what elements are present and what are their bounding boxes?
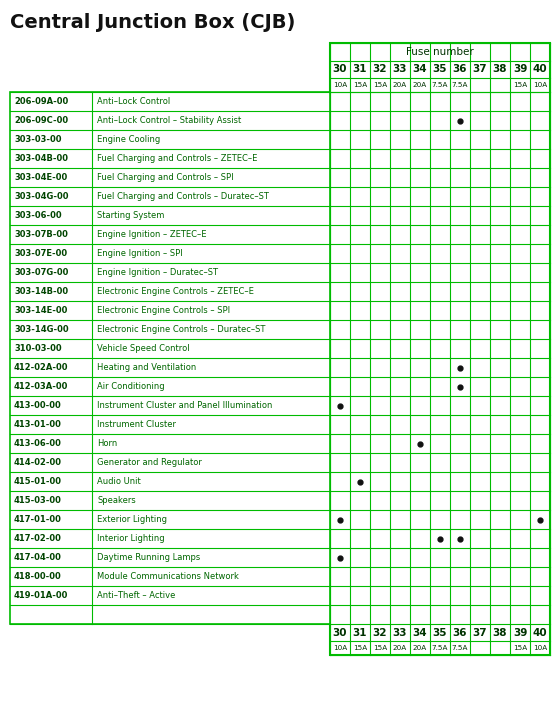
Text: 10A: 10A (333, 645, 347, 651)
Text: 31: 31 (353, 628, 367, 638)
Text: 36: 36 (452, 65, 467, 75)
Text: 33: 33 (393, 65, 407, 75)
Text: 303-14E-00: 303-14E-00 (14, 306, 67, 315)
Text: 34: 34 (413, 628, 427, 638)
Text: Instrument Cluster: Instrument Cluster (97, 420, 176, 429)
Text: Air Conditioning: Air Conditioning (97, 382, 165, 391)
Text: 20A: 20A (393, 82, 407, 88)
Text: 40: 40 (533, 628, 547, 638)
Text: 36: 36 (452, 628, 467, 638)
Text: Engine Ignition – Duratec–ST: Engine Ignition – Duratec–ST (97, 268, 218, 277)
Text: 15A: 15A (353, 645, 367, 651)
Text: 303-04E-00: 303-04E-00 (14, 173, 67, 182)
Text: 15A: 15A (373, 645, 387, 651)
Text: 310-03-00: 310-03-00 (14, 344, 62, 353)
Text: Generator and Regulator: Generator and Regulator (97, 458, 202, 467)
Text: 7.5A: 7.5A (452, 645, 468, 651)
Text: 15A: 15A (513, 645, 527, 651)
Text: Anti–Theft – Active: Anti–Theft – Active (97, 591, 175, 600)
Text: 32: 32 (373, 628, 388, 638)
Text: 10A: 10A (533, 645, 547, 651)
Text: Audio Unit: Audio Unit (97, 477, 141, 486)
Text: 20A: 20A (413, 82, 427, 88)
Text: Fuel Charging and Controls – SPI: Fuel Charging and Controls – SPI (97, 173, 234, 182)
Text: Module Communications Network: Module Communications Network (97, 572, 239, 581)
Text: Electronic Engine Controls – SPI: Electronic Engine Controls – SPI (97, 306, 230, 315)
Text: Fuse number: Fuse number (406, 47, 474, 57)
Text: Fuel Charging and Controls – ZETEC–E: Fuel Charging and Controls – ZETEC–E (97, 154, 258, 163)
Text: 413-00-00: 413-00-00 (14, 401, 62, 410)
Text: 10A: 10A (533, 82, 547, 88)
Text: Speakers: Speakers (97, 496, 136, 505)
Text: 303-04G-00: 303-04G-00 (14, 192, 68, 201)
Text: 37: 37 (473, 628, 487, 638)
Text: 415-01-00: 415-01-00 (14, 477, 62, 486)
Text: Anti–Lock Control: Anti–Lock Control (97, 97, 170, 106)
Text: 38: 38 (493, 65, 507, 75)
Text: 32: 32 (373, 65, 388, 75)
Text: 303-14B-00: 303-14B-00 (14, 287, 68, 296)
Text: 31: 31 (353, 65, 367, 75)
Text: 419-01A-00: 419-01A-00 (14, 591, 68, 600)
Text: 38: 38 (493, 628, 507, 638)
Text: Engine Ignition – ZETEC–E: Engine Ignition – ZETEC–E (97, 230, 207, 239)
Bar (330, 43, 550, 655)
Text: 417-02-00: 417-02-00 (14, 534, 62, 543)
Text: 7.5A: 7.5A (452, 82, 468, 88)
Text: Daytime Running Lamps: Daytime Running Lamps (97, 553, 200, 562)
Text: 415-03-00: 415-03-00 (14, 496, 62, 505)
Text: 40: 40 (533, 65, 547, 75)
Bar (10, 92, 330, 624)
Text: Starting System: Starting System (97, 211, 165, 220)
Text: 206-09A-00: 206-09A-00 (14, 97, 68, 106)
Text: 33: 33 (393, 628, 407, 638)
Text: Electronic Engine Controls – ZETEC–E: Electronic Engine Controls – ZETEC–E (97, 287, 254, 296)
Text: 206-09C-00: 206-09C-00 (14, 116, 68, 125)
Text: 303-06-00: 303-06-00 (14, 211, 62, 220)
Text: Heating and Ventilation: Heating and Ventilation (97, 363, 196, 372)
Text: Engine Cooling: Engine Cooling (97, 135, 160, 144)
Text: 34: 34 (413, 65, 427, 75)
Text: 413-01-00: 413-01-00 (14, 420, 62, 429)
Text: Fuel Charging and Controls – Duratec–ST: Fuel Charging and Controls – Duratec–ST (97, 192, 269, 201)
Text: 35: 35 (433, 628, 447, 638)
Text: 30: 30 (333, 65, 347, 75)
Text: 412-02A-00: 412-02A-00 (14, 363, 68, 372)
Text: 30: 30 (333, 628, 347, 638)
Text: 417-01-00: 417-01-00 (14, 515, 62, 524)
Text: 417-04-00: 417-04-00 (14, 553, 62, 562)
Text: 37: 37 (473, 65, 487, 75)
Text: 39: 39 (513, 65, 527, 75)
Text: 20A: 20A (413, 645, 427, 651)
Text: 303-07E-00: 303-07E-00 (14, 249, 67, 258)
Text: 10A: 10A (333, 82, 347, 88)
Text: 15A: 15A (373, 82, 387, 88)
Text: 15A: 15A (513, 82, 527, 88)
Text: Interior Lighting: Interior Lighting (97, 534, 165, 543)
Text: 418-00-00: 418-00-00 (14, 572, 62, 581)
Text: 20A: 20A (393, 645, 407, 651)
Text: 15A: 15A (353, 82, 367, 88)
Text: 7.5A: 7.5A (432, 645, 448, 651)
Text: Vehicle Speed Control: Vehicle Speed Control (97, 344, 190, 353)
Text: Anti–Lock Control – Stability Assist: Anti–Lock Control – Stability Assist (97, 116, 241, 125)
Text: Instrument Cluster and Panel Illumination: Instrument Cluster and Panel Illuminatio… (97, 401, 272, 410)
Text: 303-03-00: 303-03-00 (14, 135, 62, 144)
Text: 303-07B-00: 303-07B-00 (14, 230, 68, 239)
Text: 303-04B-00: 303-04B-00 (14, 154, 68, 163)
Text: 414-02-00: 414-02-00 (14, 458, 62, 467)
Text: 7.5A: 7.5A (432, 82, 448, 88)
Text: 413-06-00: 413-06-00 (14, 439, 62, 448)
Text: Engine Ignition – SPI: Engine Ignition – SPI (97, 249, 183, 258)
Text: 303-14G-00: 303-14G-00 (14, 325, 69, 334)
Text: Central Junction Box (CJB): Central Junction Box (CJB) (10, 13, 295, 32)
Text: Horn: Horn (97, 439, 117, 448)
Text: 39: 39 (513, 628, 527, 638)
Text: 35: 35 (433, 65, 447, 75)
Text: Exterior Lighting: Exterior Lighting (97, 515, 167, 524)
Text: 303-07G-00: 303-07G-00 (14, 268, 68, 277)
Text: 412-03A-00: 412-03A-00 (14, 382, 68, 391)
Text: Electronic Engine Controls – Duratec–ST: Electronic Engine Controls – Duratec–ST (97, 325, 265, 334)
